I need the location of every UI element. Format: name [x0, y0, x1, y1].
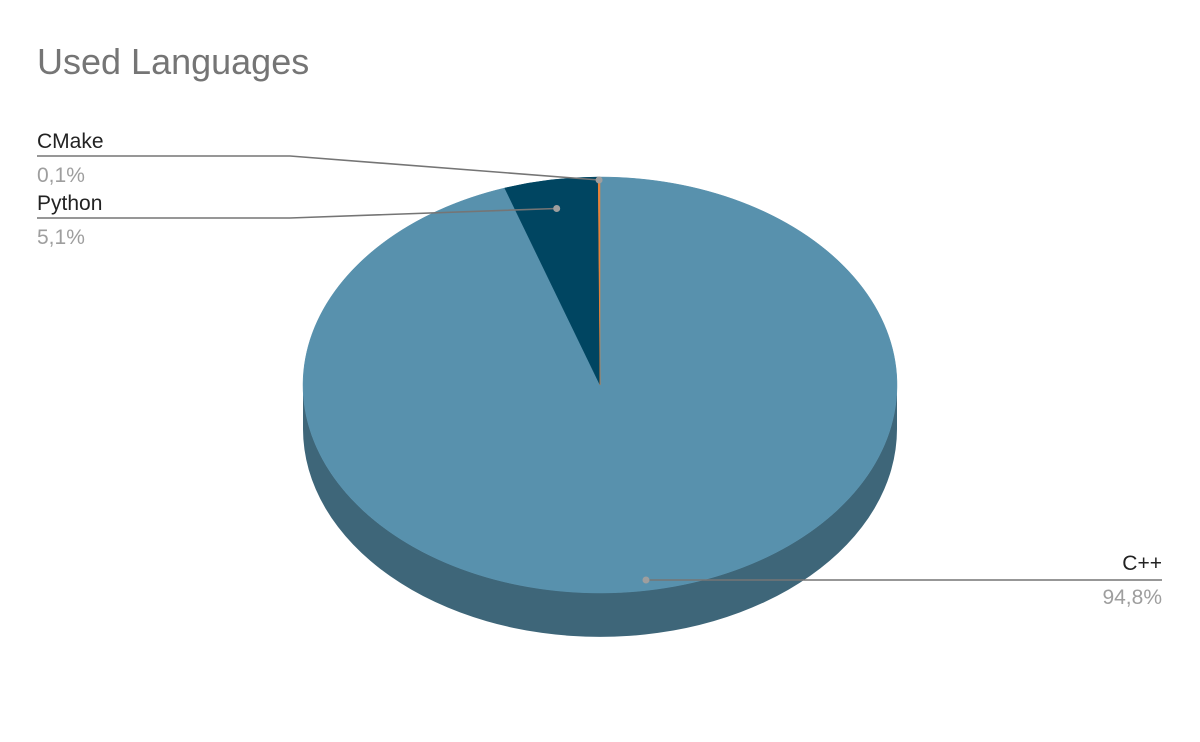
slice-label-python: Python	[37, 192, 102, 215]
slice-label-cpp: C++	[1122, 552, 1162, 575]
pie-slices	[302, 176, 898, 594]
leader-python-dot	[553, 204, 561, 212]
pie-3d-side	[303, 385, 897, 637]
pie-side-band	[303, 385, 897, 637]
slice-value-cpp: 94,8%	[1102, 586, 1162, 609]
chart-title: Used Languages	[37, 41, 309, 82]
pie-leaders	[37, 155, 1162, 584]
leader-cmake	[37, 155, 600, 181]
slice-value-cmake: 0,1%	[37, 164, 85, 187]
slice-label-cmake: CMake	[37, 130, 104, 153]
leader-cpp-dot	[642, 576, 650, 584]
leader-cmake-dot	[595, 176, 603, 184]
leader-python	[37, 207, 557, 219]
slice-value-python: 5,1%	[37, 226, 85, 249]
